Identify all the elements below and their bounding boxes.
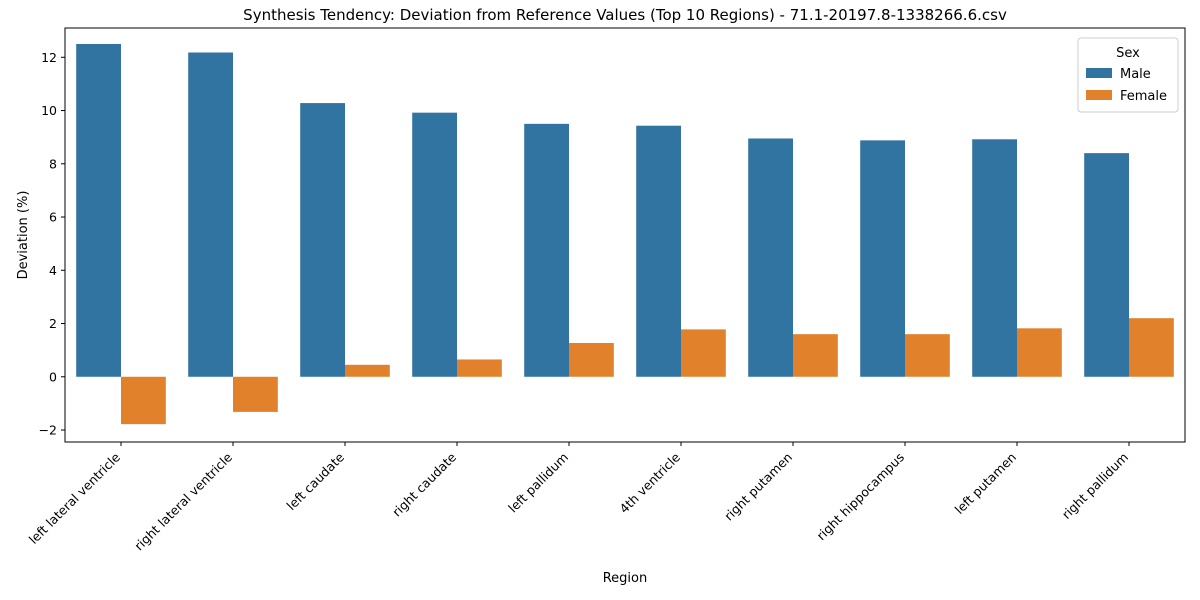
x-tick-label: right hippocampus <box>814 450 908 544</box>
x-axis: left lateral ventricle right lateral vent… <box>26 442 1131 553</box>
bars-layer <box>76 43 1174 425</box>
x-tick-label: right pallidum <box>1059 450 1131 522</box>
x-tick-label: 4th ventricle <box>616 449 683 516</box>
bar-female-10 <box>1129 318 1174 377</box>
bar-female-4 <box>457 359 502 377</box>
y-tick-label: 0 <box>49 369 57 384</box>
y-tick-label: 8 <box>49 156 57 171</box>
y-tick-label: −2 <box>39 423 57 438</box>
bar-male-2 <box>188 52 233 377</box>
bar-male-4 <box>412 112 457 377</box>
bar-female-3 <box>345 364 390 377</box>
legend-swatch-male <box>1086 68 1112 78</box>
x-tick-label: right putamen <box>721 450 795 524</box>
legend-title: Sex <box>1116 46 1140 61</box>
bar-male-5 <box>524 123 569 377</box>
y-tick-label: 10 <box>41 103 57 118</box>
bar-female-6 <box>681 329 726 377</box>
bar-female-2 <box>233 376 278 412</box>
y-tick-label: 12 <box>41 50 57 65</box>
bar-male-8 <box>860 140 905 377</box>
x-axis-title: Region <box>603 571 648 586</box>
bar-male-3 <box>300 103 345 377</box>
plot-frame <box>64 27 1186 443</box>
y-tick-label: 4 <box>49 263 57 278</box>
bar-female-1 <box>121 376 166 425</box>
x-tick-label: left caudate <box>284 449 348 513</box>
bar-male-10 <box>1084 153 1129 377</box>
legend-swatch-female <box>1086 90 1112 100</box>
x-tick-label: left lateral ventricle <box>26 449 124 547</box>
y-axis-title: Deviation (%) <box>16 191 31 280</box>
legend-items: Male Female <box>1086 67 1167 104</box>
bar-female-7 <box>793 334 838 377</box>
bar-male-7 <box>748 138 793 377</box>
y-axis: −2 0 2 4 6 8 10 12 <box>39 50 65 438</box>
x-tick-label: left putamen <box>952 450 1019 517</box>
legend-label-male: Male <box>1120 67 1151 82</box>
x-tick-label: right caudate <box>389 449 459 519</box>
bar-male-6 <box>636 125 681 377</box>
legend: Sex Male Female <box>1077 37 1179 113</box>
bar-male-9 <box>972 139 1017 377</box>
legend-label-female: Female <box>1120 89 1167 104</box>
bar-male-1 <box>76 43 121 377</box>
bar-female-9 <box>1017 328 1062 377</box>
x-tick-label: left pallidum <box>505 450 571 516</box>
x-tick-label: right lateral ventricle <box>131 449 235 553</box>
bar-female-5 <box>569 342 614 377</box>
bar-female-8 <box>905 334 950 377</box>
chart-title: Synthesis Tendency: Deviation from Refer… <box>243 6 1007 24</box>
y-tick-label: 6 <box>49 210 57 225</box>
y-tick-label: 2 <box>49 316 57 331</box>
